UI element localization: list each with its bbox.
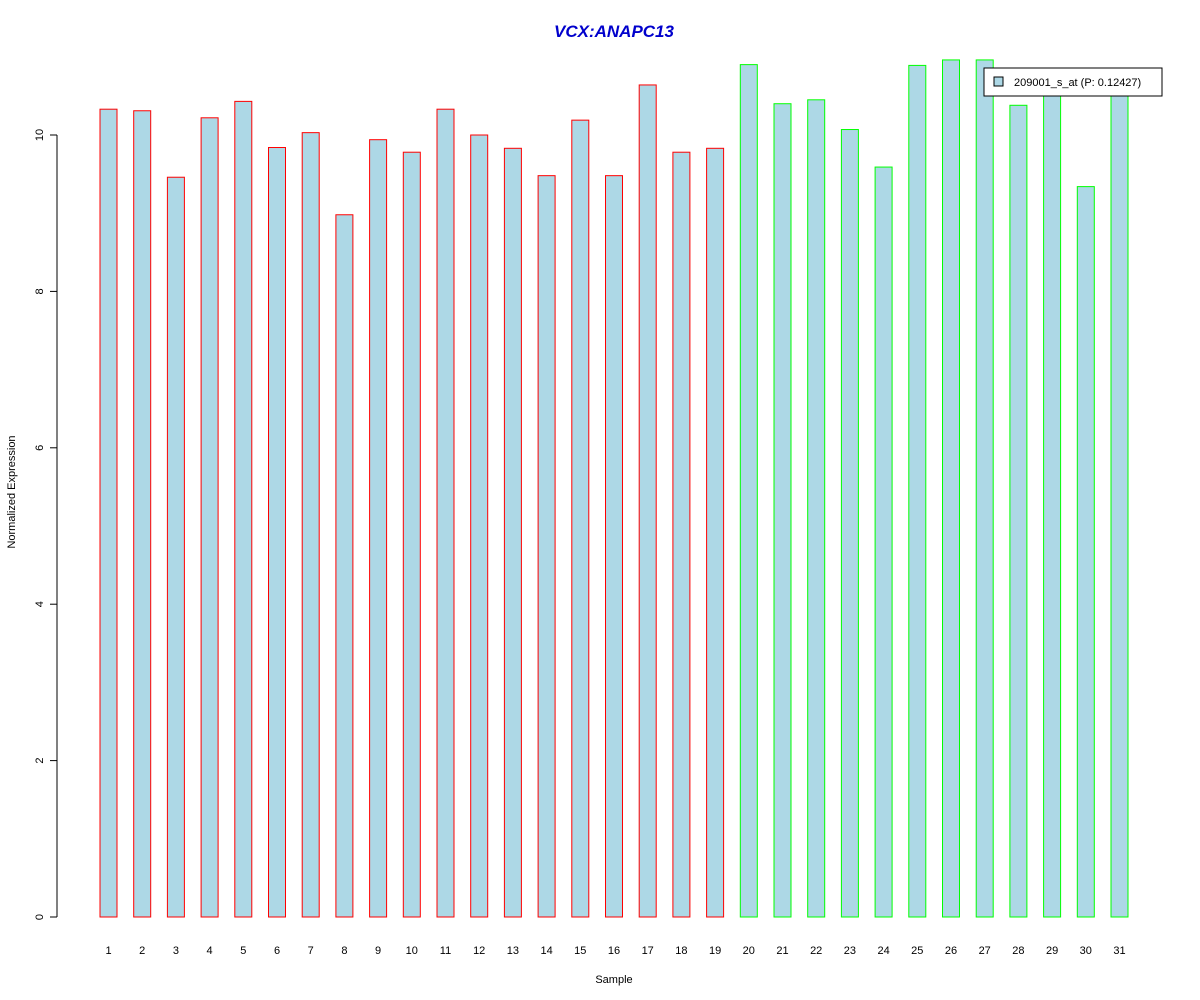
x-tick-label: 1 [105,945,111,957]
bar [807,99,826,918]
y-tick-label: 10 [34,129,46,141]
x-tick-label: 5 [240,945,246,957]
legend-swatch [993,76,1004,87]
x-tick-label: 28 [1012,945,1024,957]
y-tick-label: 2 [34,758,46,764]
bar [503,147,522,918]
legend-box [983,67,1163,97]
bar [537,175,556,918]
bar [975,59,994,918]
x-tick-label: 16 [608,945,620,957]
legend-label: 209001_s_at (P: 0.12427) [1014,77,1141,89]
x-tick-label: 24 [877,945,889,957]
x-tick-label: 7 [308,945,314,957]
x-tick-label: 13 [507,945,519,957]
bar [99,108,118,918]
x-tick-label: 9 [375,945,381,957]
bar [268,147,286,918]
x-tick-label: 25 [911,945,923,957]
y-tick-label: 6 [34,445,46,451]
x-tick-label: 15 [574,945,586,957]
y-axis-label: Normalized Expression [6,435,18,548]
x-axis-label: Sample [595,974,632,986]
x-tick-label: 3 [173,945,179,957]
bar [908,64,927,918]
bar [436,108,455,918]
bar [301,132,320,918]
bar [200,117,219,918]
x-tick-label: 29 [1046,945,1058,957]
x-tick-label: 27 [979,945,991,957]
x-tick-label: 6 [274,945,280,957]
bar [166,176,185,918]
x-tick-label: 12 [473,945,485,957]
bar [335,214,354,918]
x-tick-label: 18 [675,945,687,957]
bar [470,134,489,918]
x-tick-label: 20 [743,945,755,957]
bar [773,103,792,918]
y-tick-label: 8 [34,288,46,294]
bar [1043,87,1062,918]
x-tick-labels: 1 2 3 4 5 6 7 8 9 10 11 12 13 14 15 16 17 18 19 20 21 22 23 24 2… [105,945,1125,957]
legend: 209001_s_at (P: 0.12427) [983,67,1163,97]
bar [402,151,421,918]
x-tick-label: 11 [440,945,451,957]
bars [99,59,1129,918]
bar [840,129,859,918]
x-tick-label: 21 [776,945,788,957]
bar [638,84,657,918]
bar [942,59,960,918]
bar [605,175,623,918]
x-tick-label: 23 [844,945,856,957]
x-tick-label: 30 [1080,945,1092,957]
chart-title: VCX:ANAPC13 [554,22,675,41]
x-tick-label: 19 [709,945,721,957]
bar [874,166,893,918]
bar [234,100,253,918]
x-tick-label: 17 [642,945,654,957]
bar [1110,87,1129,918]
y-tick-label: 0 [34,914,46,920]
bar [571,119,590,918]
y-tick-label: 4 [34,601,46,607]
bar [1076,186,1095,918]
x-tick-label: 14 [540,945,552,957]
x-tick-label: 31 [1113,945,1125,957]
bar [706,147,725,918]
y-axis: 0 2 4 6 8 10 [34,129,58,920]
x-tick-label: 4 [207,945,213,957]
bar [133,110,152,918]
bar [672,151,691,918]
x-tick-label: 26 [945,945,957,957]
x-tick-label: 22 [810,945,822,957]
bar [1009,104,1028,918]
bar [369,139,388,918]
x-tick-label: 10 [406,945,418,957]
x-tick-label: 8 [341,945,347,957]
x-tick-label: 2 [139,945,145,957]
bar [739,64,758,918]
